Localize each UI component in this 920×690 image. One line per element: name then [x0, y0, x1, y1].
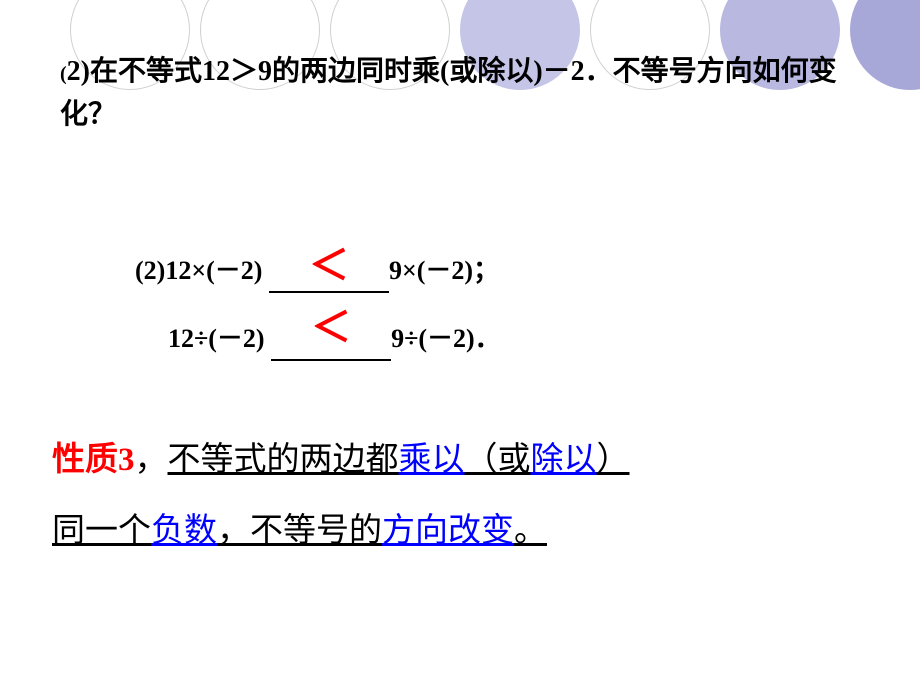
prop-paren-open: （或: [465, 442, 531, 478]
property-label: 性质3: [52, 442, 135, 478]
prop-paren-close: ）: [597, 442, 630, 478]
q-num: 2): [67, 56, 90, 87]
prop-comma: ，: [135, 442, 168, 478]
prop-part1: 不等式的两边都: [168, 442, 399, 478]
prop-line2a: 同一个: [52, 513, 151, 549]
prop-chu: 除以: [531, 442, 597, 478]
ex1-blank: ＜: [269, 225, 389, 293]
property-statement: 性质3，不等式的两边都乘以（或除以） 同一个负数，不等号的方向改变。: [52, 425, 860, 567]
ex1-right: 9×(－2)；: [389, 256, 499, 285]
bg-circle-7: [850, 0, 920, 90]
question-text: (2)在不等式12＞9的两边同时乘(或除以)－2．不等号方向如何变化？: [60, 50, 840, 137]
examples-block: (2)12×(－2) ＜ 9×(－2)； 12÷(－2) ＜ 9÷(－2)．: [135, 225, 501, 361]
lt-symbol-2: ＜: [311, 305, 351, 350]
ex2-blank: ＜: [271, 293, 391, 361]
ex1-left: (2)12×(－2): [135, 256, 269, 285]
prop-cheng: 乘以: [399, 442, 465, 478]
q-body: 在不等式12＞9的两边同时乘(或除以)－2．不等号方向如何变化？: [60, 56, 837, 130]
ex2-left: 12÷(－2): [168, 324, 271, 353]
prop-fushu: 负数: [151, 513, 217, 549]
q-prefix: (: [60, 63, 67, 85]
example-line-2: 12÷(－2) ＜ 9÷(－2)．: [135, 293, 501, 361]
lt-symbol-1: ＜: [309, 243, 349, 288]
prop-line2b: ，不等号的: [217, 513, 382, 549]
example-line-1: (2)12×(－2) ＜ 9×(－2)；: [135, 225, 501, 293]
prop-fangxiang: 方向改变: [382, 513, 514, 549]
ex2-right: 9÷(－2)．: [391, 324, 501, 353]
prop-period: 。: [514, 513, 547, 549]
